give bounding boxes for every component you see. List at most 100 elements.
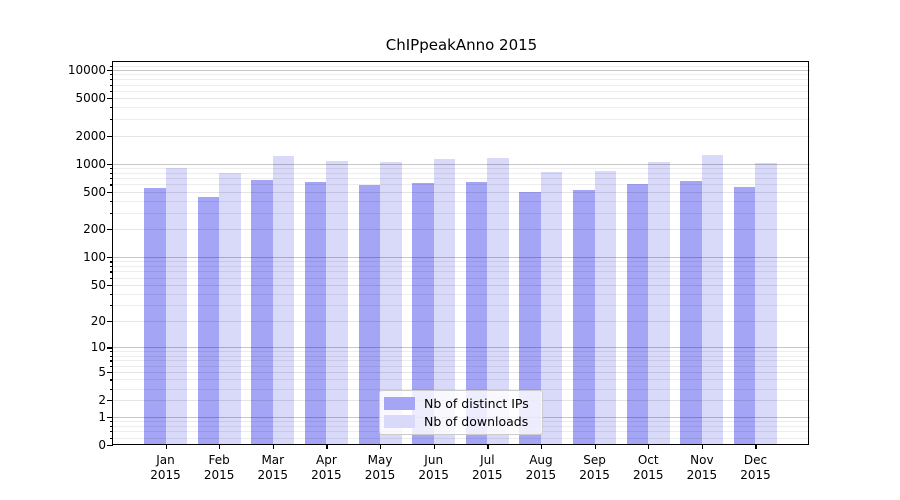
gridline <box>113 261 810 263</box>
bar-distinct-ips-oct <box>626 183 649 445</box>
gridline <box>113 66 810 68</box>
y-tick-mark <box>107 163 113 165</box>
y-minor-tick-mark <box>110 107 113 109</box>
y-tick-mark <box>107 69 113 72</box>
y-minor-tick-mark <box>110 388 113 390</box>
gridline <box>113 69 810 71</box>
bar-distinct-ips-apr <box>304 181 327 445</box>
gridline <box>113 437 810 439</box>
y-minor-tick-mark <box>110 351 113 353</box>
bar-downloads-may <box>380 161 402 445</box>
gridline <box>113 184 810 186</box>
y-minor-tick-mark <box>110 437 113 439</box>
legend-label-downloads: Nb of downloads <box>424 414 529 429</box>
x-tick-mark <box>755 445 757 449</box>
bar-downloads-jul <box>487 158 509 445</box>
y-minor-tick-mark <box>110 271 113 273</box>
y-tick-label: 5000 <box>75 91 106 106</box>
x-tick-mark <box>219 445 221 449</box>
gridline <box>113 135 810 137</box>
y-tick-mark <box>107 229 113 231</box>
chart-title: ChIPpeakAnno 2015 <box>385 36 538 54</box>
gridline <box>113 178 810 180</box>
legend-label-distinct-ips: Nb of distinct IPs <box>424 396 529 411</box>
gridline <box>113 347 810 349</box>
x-tick-label: Jul 2015 <box>472 453 503 482</box>
bar-downloads-feb <box>219 173 241 445</box>
y-tick-label: 2 <box>98 393 106 408</box>
y-minor-tick-mark <box>110 365 113 367</box>
legend-swatch-downloads <box>384 415 415 428</box>
y-tick-label: 1000 <box>75 156 106 171</box>
gridline <box>113 119 810 120</box>
y-minor-tick-mark <box>110 355 113 357</box>
y-minor-tick-mark <box>110 425 113 428</box>
y-tick-mark <box>107 257 113 259</box>
y-tick-label: 500 <box>83 184 106 199</box>
gridline <box>113 360 810 362</box>
x-tick-label: Aug 2015 <box>525 453 557 482</box>
gridline <box>113 321 810 323</box>
bar-distinct-ips-sep <box>573 189 595 445</box>
x-tick-label: May 2015 <box>364 453 396 482</box>
y-tick-label: 2000 <box>75 128 106 143</box>
gridline <box>113 372 810 374</box>
bar-distinct-ips-feb <box>197 197 220 445</box>
gridline <box>113 266 810 268</box>
y-tick-mark <box>107 445 113 447</box>
y-minor-tick-mark <box>110 200 113 203</box>
y-minor-tick-mark <box>110 379 113 381</box>
gridline <box>113 200 810 202</box>
y-minor-tick-mark <box>110 421 113 423</box>
x-tick-label: Jan 2015 <box>150 453 181 482</box>
bar-downloads-apr <box>326 160 348 445</box>
y-tick-label: 200 <box>83 222 106 237</box>
gridline <box>113 107 810 109</box>
legend-item-downloads: Nb of downloads <box>384 414 536 429</box>
y-tick-label: 10000 <box>67 62 106 77</box>
gridline <box>113 79 810 81</box>
y-tick-label: 20 <box>90 314 106 329</box>
gridline <box>113 90 810 92</box>
y-minor-tick-mark <box>110 167 113 170</box>
y-tick-mark <box>107 135 113 137</box>
y-minor-tick-mark <box>110 212 113 214</box>
y-minor-tick-mark <box>110 277 113 279</box>
x-tick-mark <box>272 445 274 449</box>
y-tick-mark <box>107 321 113 323</box>
y-minor-tick-mark <box>110 431 113 433</box>
bar-downloads-jun <box>433 159 456 445</box>
gridline <box>113 84 810 86</box>
y-tick-mark <box>107 416 113 418</box>
y-minor-tick-mark <box>110 305 113 307</box>
gridline <box>113 293 810 295</box>
bar-distinct-ips-dec <box>733 186 756 445</box>
legend-item-distinct-ips: Nb of distinct IPs <box>384 396 536 411</box>
y-minor-tick-mark <box>110 74 113 76</box>
y-tick-label: 50 <box>90 277 106 292</box>
bar-distinct-ips-nov <box>680 181 702 445</box>
bar-downloads-sep <box>594 170 617 445</box>
x-tick-mark <box>540 445 543 449</box>
gridline <box>113 379 810 381</box>
x-tick-mark <box>701 445 704 449</box>
x-tick-label: Oct 2015 <box>632 453 664 482</box>
gridline <box>113 257 810 259</box>
y-tick-label: 1 <box>98 409 106 424</box>
gridline <box>113 388 810 390</box>
x-tick-mark <box>380 445 382 449</box>
y-minor-tick-mark <box>110 79 113 81</box>
y-tick-label: 0 <box>98 438 106 452</box>
bar-downloads-jan <box>165 167 187 445</box>
bar-downloads-aug <box>540 171 563 445</box>
y-minor-tick-mark <box>110 90 113 92</box>
x-tick-mark <box>433 445 435 449</box>
gridline <box>113 351 810 353</box>
x-tick-label: Dec 2015 <box>740 453 771 482</box>
y-minor-tick-mark <box>110 66 113 68</box>
y-minor-tick-mark <box>110 119 113 121</box>
bar-distinct-ips-jun <box>412 183 434 445</box>
y-tick-mark <box>107 400 113 402</box>
